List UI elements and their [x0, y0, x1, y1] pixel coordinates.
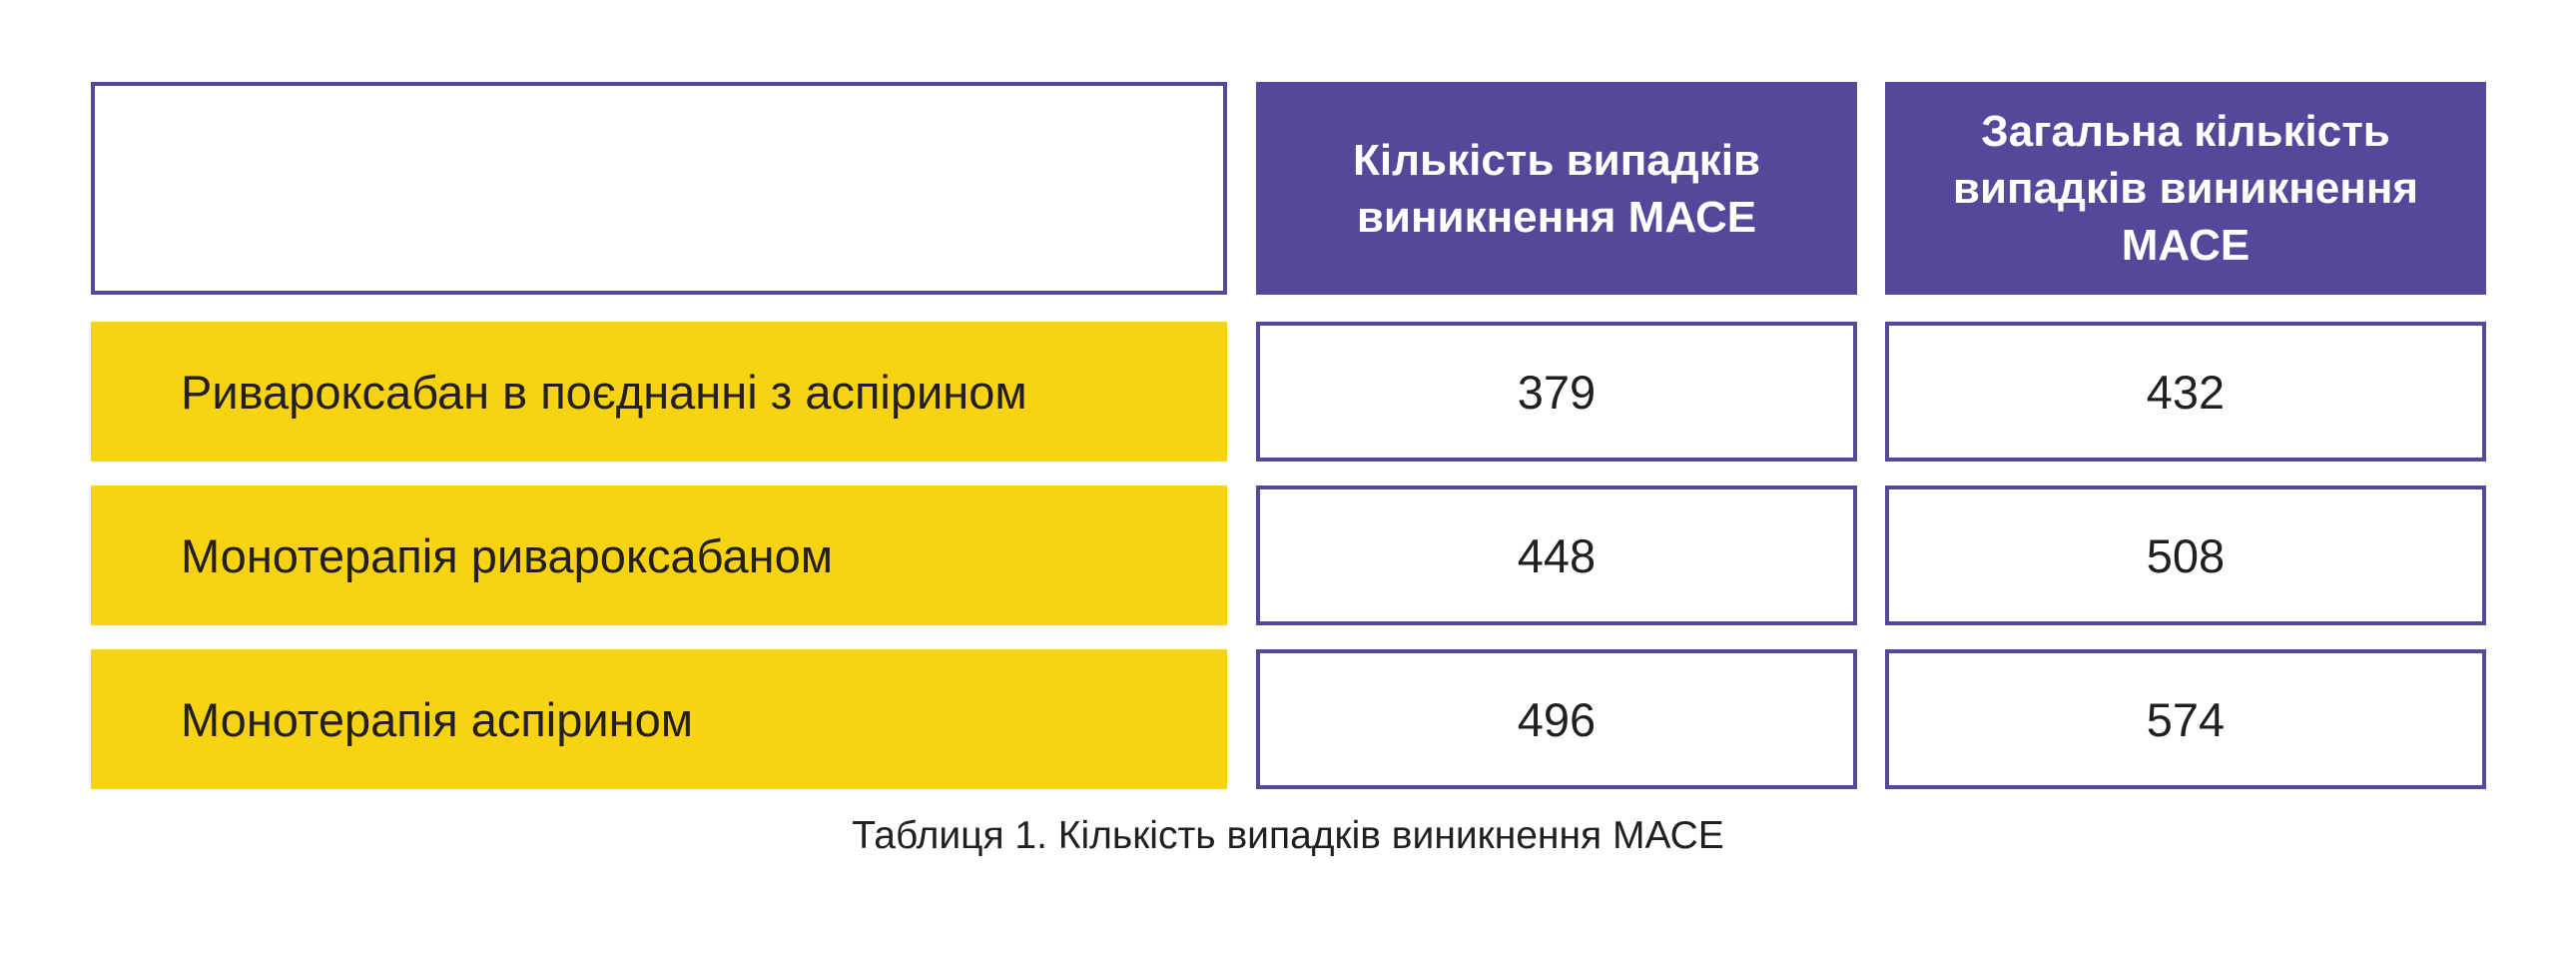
row-label: Ривароксабан в поєднанні з аспірином — [91, 322, 1227, 462]
table-cell-value: 496 — [1256, 649, 1857, 789]
table-cell-value: 448 — [1256, 485, 1857, 625]
column-header-total-mace-count-text: Загальна кількість випадків виникнення М… — [1952, 107, 2419, 270]
row-label: Монотерапія ривароксабаном — [91, 485, 1227, 625]
table-cell-value: 508 — [1885, 485, 2486, 625]
table-cell-value: 432 — [1885, 322, 2486, 462]
table-cell-value: 574 — [1885, 649, 2486, 789]
column-header-mace-count-text: Кількість випадків виникнення МАСЕ — [1353, 135, 1760, 242]
table-cell-value: 379 — [1256, 322, 1857, 462]
column-header-mace-count: Кількість випадків виникнення МАСЕ — [1256, 82, 1857, 295]
column-header-total-mace-count: Загальна кількість випадків виникнення М… — [1885, 82, 2486, 295]
table-corner-cell — [91, 82, 1227, 295]
row-label: Монотерапія аспірином — [91, 649, 1227, 789]
table-caption: Таблиця 1. Кількість випадків виникнення… — [852, 814, 1724, 857]
